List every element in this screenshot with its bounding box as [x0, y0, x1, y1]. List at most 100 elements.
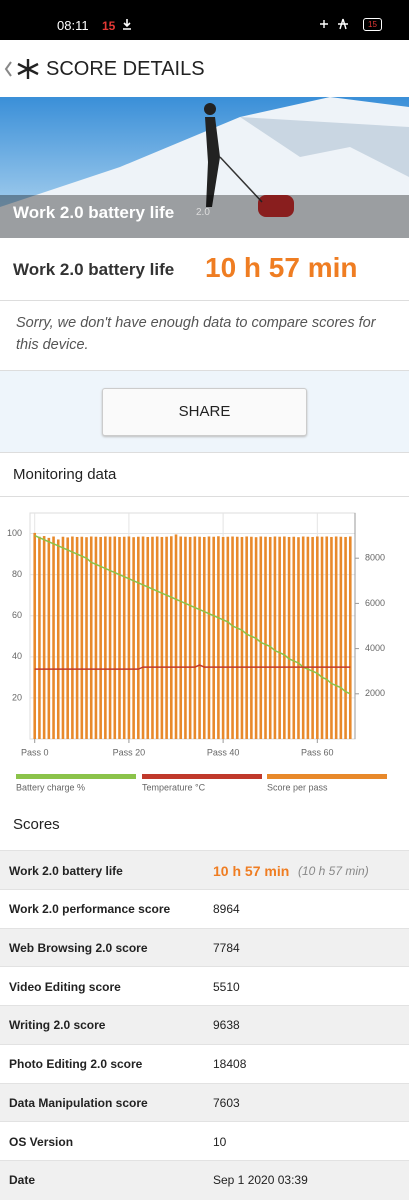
bar	[221, 536, 225, 739]
bar	[94, 536, 98, 739]
plot-area	[29, 512, 356, 740]
notification-count: 15	[102, 19, 116, 33]
score-label: Writing 2.0 score	[9, 1018, 106, 1033]
bar	[268, 536, 272, 739]
score-label: Video Editing score	[9, 979, 121, 994]
legend-label: Score per pass	[267, 782, 328, 792]
x-tick-label: Pass 0	[21, 747, 49, 757]
bar	[146, 536, 150, 739]
result-row: Work 2.0 battery life 10 h 57 min	[0, 238, 409, 301]
bar	[278, 536, 281, 739]
score-label: Photo Editing 2.0 score	[9, 1057, 143, 1072]
bar	[283, 536, 286, 739]
status-bar: 08:11 15 15	[0, 0, 409, 40]
bar	[61, 536, 65, 739]
download-icon	[123, 19, 131, 30]
score-label: Web Browsing 2.0 score	[9, 941, 148, 956]
back-button[interactable]	[3, 58, 43, 80]
score-row: Work 2.0 battery life 10 h 57 min (10 h 57…	[0, 850, 409, 890]
bar	[85, 537, 88, 739]
legend-swatch	[267, 774, 387, 779]
bar	[245, 536, 248, 739]
banner-version: 2.0	[196, 207, 210, 218]
bar	[184, 536, 187, 739]
score-value: 10 h 57 min	[213, 862, 290, 879]
notice: Sorry, we don't have enough data to comp…	[16, 315, 376, 353]
scores-title: Scores	[13, 816, 60, 833]
y2-tick-label: 8000	[365, 553, 385, 563]
x-tick-label: Pass 40	[207, 747, 240, 757]
bar	[188, 536, 192, 739]
bar	[104, 536, 107, 739]
line	[34, 664, 351, 670]
bar	[207, 536, 211, 739]
share-button[interactable]: SHARE	[102, 388, 307, 436]
result-value: 10 h 57 min	[205, 252, 358, 283]
bar	[217, 536, 220, 739]
score-label: Work 2.0 performance score	[9, 902, 171, 917]
score-row: OS Version 10	[0, 1121, 409, 1161]
bar	[42, 536, 46, 739]
bar	[231, 536, 234, 739]
bar	[113, 536, 117, 739]
status-icons	[320, 18, 348, 30]
bar	[137, 536, 140, 739]
bar	[132, 537, 135, 739]
bar	[108, 536, 112, 739]
bar	[273, 536, 277, 739]
bar	[287, 536, 291, 739]
bar	[47, 537, 51, 739]
bar	[89, 536, 93, 739]
score-label: OS Version	[9, 1134, 74, 1149]
bar	[348, 536, 352, 739]
legend-swatch	[142, 774, 262, 779]
bar	[52, 536, 55, 739]
bar	[38, 536, 41, 739]
bar	[292, 536, 296, 739]
bar	[66, 537, 69, 739]
bar	[334, 536, 338, 739]
y2-tick-label: 4000	[365, 643, 385, 653]
bar	[316, 536, 319, 739]
line	[34, 534, 351, 695]
score-row: Data Manipulation score 7603	[0, 1082, 409, 1123]
y2-tick-label: 6000	[365, 598, 385, 608]
banner: Work 2.0 battery life 2.0	[0, 97, 409, 238]
bar	[240, 536, 244, 739]
score-row: Work 2.0 performance score 8964	[0, 889, 409, 929]
score-value: Sep 1 2020 03:39	[213, 1173, 308, 1188]
bar	[174, 534, 178, 739]
bar	[118, 536, 121, 739]
bar	[297, 537, 300, 739]
score-value: 5510	[213, 979, 240, 994]
y-tick-label: 60	[12, 610, 22, 620]
score-row: Video Editing score 5510	[0, 966, 409, 1007]
y-tick-label: 100	[7, 528, 22, 538]
bar	[155, 536, 159, 739]
bar	[141, 536, 145, 739]
bar	[122, 536, 126, 739]
chart: 20 40 60 80 100 2000 4000 6000 8000 Pass 0 Pass 20…	[7, 512, 387, 792]
score-label: Date	[9, 1173, 36, 1188]
bar	[71, 536, 74, 739]
y-tick-label: 40	[12, 651, 22, 661]
score-row: Date Sep 1 2020 03:39	[0, 1159, 409, 1200]
score-value: 7784	[213, 941, 240, 956]
bar	[344, 536, 347, 739]
bar	[56, 539, 60, 739]
legend-label: Battery charge %	[16, 782, 85, 792]
monitoring-title: Monitoring data	[13, 466, 117, 483]
score-value: 10	[213, 1134, 227, 1149]
y-tick-label: 80	[12, 569, 22, 579]
monitoring-header: Monitoring data	[0, 452, 409, 497]
score-note: (10 h 57 min)	[298, 863, 369, 878]
bar	[198, 536, 201, 739]
bar	[160, 536, 164, 739]
bar	[75, 536, 79, 739]
bar	[80, 536, 84, 739]
bar	[320, 536, 324, 739]
bar	[235, 536, 239, 739]
bar	[179, 536, 183, 739]
score-value: 18408	[213, 1057, 247, 1072]
bar	[165, 536, 168, 739]
